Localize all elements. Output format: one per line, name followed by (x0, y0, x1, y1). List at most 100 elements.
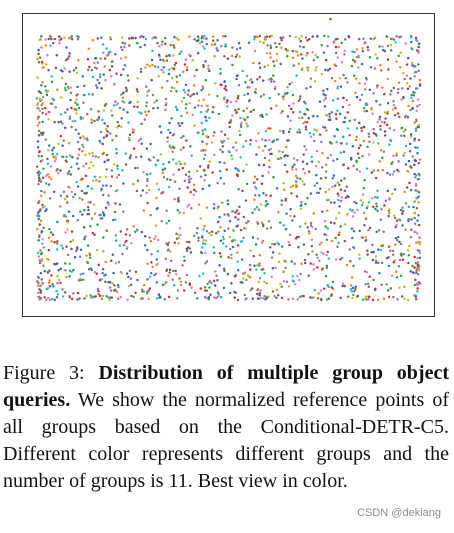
reference-point (278, 157, 282, 161)
reference-point (82, 101, 85, 104)
reference-point (327, 257, 331, 260)
reference-point (395, 270, 398, 274)
reference-point (153, 237, 156, 241)
reference-point (175, 80, 179, 84)
reference-point (207, 296, 211, 299)
reference-point (63, 291, 67, 294)
reference-point (399, 66, 402, 69)
reference-point (153, 65, 157, 68)
reference-point (119, 295, 122, 299)
reference-point (230, 253, 233, 256)
reference-point (45, 257, 49, 261)
reference-point (107, 296, 110, 299)
reference-point (386, 171, 389, 175)
reference-point (208, 231, 211, 235)
reference-point (113, 289, 116, 292)
reference-point (351, 58, 355, 62)
reference-point (167, 295, 171, 299)
reference-point (65, 160, 69, 164)
reference-point (306, 196, 309, 200)
reference-point (114, 100, 117, 103)
reference-point (172, 132, 176, 136)
reference-point (188, 53, 191, 57)
reference-point (403, 134, 406, 138)
reference-point (337, 194, 340, 197)
reference-point (180, 122, 184, 125)
reference-point (258, 194, 261, 197)
reference-point (155, 264, 158, 267)
reference-point (282, 129, 285, 133)
reference-point (129, 277, 133, 280)
reference-point (373, 36, 377, 40)
reference-point (146, 90, 149, 94)
reference-point (165, 59, 169, 62)
reference-point (168, 54, 172, 58)
reference-point (182, 96, 186, 100)
reference-point (178, 277, 181, 280)
reference-point (398, 36, 401, 39)
reference-point (172, 269, 175, 273)
reference-point (397, 170, 400, 173)
reference-point (84, 174, 88, 178)
reference-point (69, 98, 72, 102)
reference-point (122, 182, 125, 185)
reference-point (55, 242, 59, 245)
reference-point (403, 190, 406, 194)
reference-point (66, 57, 70, 61)
reference-point (360, 129, 364, 133)
reference-point (226, 137, 230, 140)
reference-point (102, 136, 106, 139)
reference-point (361, 47, 364, 50)
reference-point (217, 112, 221, 116)
reference-point (228, 219, 232, 223)
reference-point (146, 63, 149, 67)
reference-point (85, 260, 89, 264)
reference-point (371, 258, 375, 262)
reference-point (398, 115, 401, 119)
reference-point (372, 250, 375, 254)
reference-point (259, 95, 263, 98)
reference-point (128, 44, 131, 47)
reference-point (257, 132, 260, 135)
reference-point (216, 295, 220, 299)
reference-point (156, 41, 159, 45)
reference-point (354, 77, 358, 80)
reference-point (210, 233, 213, 237)
reference-point (329, 17, 332, 21)
reference-point (366, 253, 369, 256)
reference-point (358, 37, 361, 41)
reference-point (256, 264, 259, 267)
reference-point (407, 217, 410, 221)
reference-point (55, 295, 59, 299)
reference-point (219, 239, 223, 243)
reference-point (328, 112, 331, 116)
reference-point (109, 289, 113, 292)
reference-point (271, 251, 275, 254)
reference-point (61, 155, 64, 158)
reference-point (36, 146, 40, 149)
reference-point (415, 297, 418, 301)
reference-point (177, 200, 180, 203)
reference-point (393, 243, 397, 246)
reference-point (353, 290, 356, 293)
reference-point (248, 98, 252, 102)
reference-point (269, 46, 273, 50)
reference-point (277, 243, 281, 246)
reference-point (312, 296, 316, 299)
reference-point (283, 163, 287, 167)
reference-point (243, 293, 247, 297)
reference-point (68, 115, 72, 119)
reference-point (417, 201, 420, 204)
reference-point (47, 68, 50, 72)
reference-point (254, 35, 257, 38)
reference-point (195, 92, 199, 95)
reference-point (325, 198, 329, 202)
reference-point (44, 85, 47, 88)
reference-point (44, 298, 48, 302)
reference-point (308, 296, 312, 299)
reference-point (254, 243, 258, 246)
reference-point (416, 289, 419, 293)
reference-point (365, 271, 369, 274)
reference-point (283, 260, 287, 263)
reference-point (372, 92, 375, 95)
